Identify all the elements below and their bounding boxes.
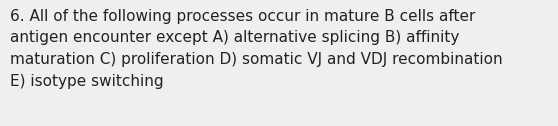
Text: 6. All of the following processes occur in mature B cells after
antigen encounte: 6. All of the following processes occur … [10, 9, 503, 89]
